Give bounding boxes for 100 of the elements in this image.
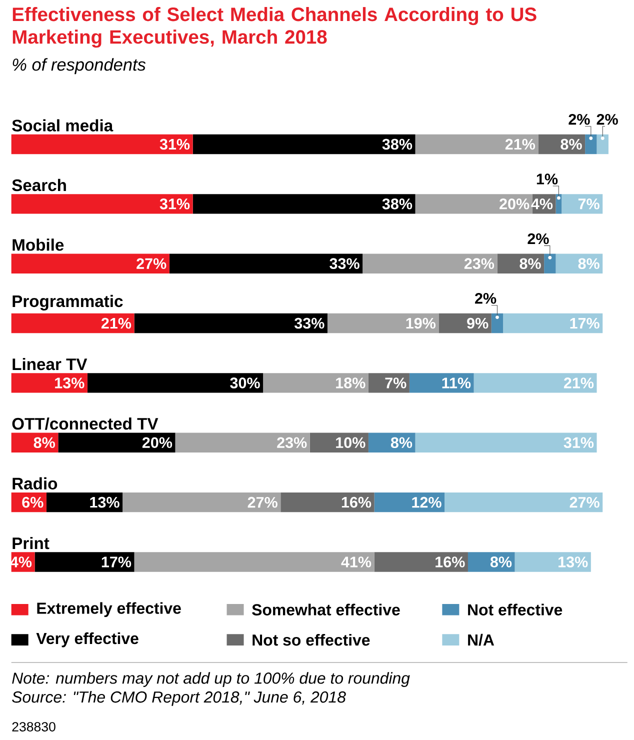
data-label: 10% (336, 437, 366, 448)
y-tick-label: Radio (12, 477, 58, 490)
data-label: 7% (578, 198, 600, 210)
chart-title: Effectiveness of Select Media Channels According to US Marketing Executives, March 2018 (12, 7, 536, 48)
data-label: 8% (520, 258, 541, 270)
data-label: 16% (436, 556, 465, 568)
data-label: 8% (391, 437, 412, 448)
bar (410, 373, 474, 393)
y-tick-label: Search (12, 178, 66, 192)
data-label: 8% (560, 138, 582, 150)
y-tick-label: Programmatic (12, 294, 123, 310)
data-label: 12% (412, 496, 442, 508)
y-tick-label: OTT/connected TV (12, 417, 158, 430)
data-label: 11% (442, 378, 471, 388)
bar (444, 492, 603, 512)
y-tick-label: Mobile (12, 238, 64, 251)
bar (468, 552, 515, 572)
data-label: 27% (248, 496, 278, 508)
data-label: 13% (55, 378, 84, 388)
bar (192, 134, 416, 154)
data-label: 17% (102, 556, 132, 568)
bar (503, 313, 603, 334)
data-label: 21% (564, 378, 594, 388)
data-label: 18% (336, 378, 366, 388)
bar (11, 134, 193, 154)
data-label: 27% (570, 496, 600, 508)
bar (415, 134, 538, 154)
bar (58, 432, 176, 452)
data-label: 2% (475, 292, 496, 304)
data-label: 8% (34, 437, 56, 448)
data-label: 21% (506, 138, 536, 150)
bar (556, 194, 562, 214)
legend-label: Not so effective (252, 634, 370, 646)
bar (596, 134, 609, 154)
y-tick-label: Social media (12, 119, 114, 132)
data-label: 13% (558, 556, 588, 568)
data-label: 19% (406, 318, 436, 329)
bar (134, 552, 374, 572)
text: 238830 (12, 722, 56, 732)
bar (374, 552, 468, 572)
bar (11, 373, 88, 393)
bar (415, 432, 597, 452)
bar (11, 254, 170, 274)
data-label: 8% (578, 258, 600, 270)
legend-label: Not effective (468, 604, 562, 616)
bar (134, 313, 328, 334)
data-label: 38% (382, 198, 412, 210)
data-label: 31% (160, 138, 190, 150)
data-label: 7% (385, 378, 406, 388)
data-label: 30% (230, 378, 260, 388)
y-tick-label: Linear TV (12, 358, 88, 370)
bar (415, 194, 532, 214)
data-label: 9% (467, 318, 488, 329)
bar (328, 313, 439, 334)
bar (491, 313, 504, 334)
bar (169, 254, 363, 274)
y-tick-label: Print (12, 536, 50, 550)
data-label: 23% (277, 437, 307, 448)
source-note: Source: "The CMO Report 2018," June 6, 2018 (12, 691, 346, 706)
data-label: 33% (294, 318, 324, 329)
bar (88, 373, 264, 393)
bar (122, 492, 281, 512)
bar (474, 373, 597, 393)
data-label: 23% (464, 258, 494, 270)
data-label: 41% (341, 556, 372, 568)
data-label: 13% (90, 496, 120, 508)
legend-label: Very effective (36, 632, 138, 648)
data-label: 20% (500, 198, 530, 210)
data-label: 8% (490, 556, 512, 568)
data-label: 6% (22, 496, 44, 508)
data-label: 16% (342, 496, 372, 508)
data-label: 31% (160, 198, 190, 210)
bar (544, 254, 556, 274)
chart-subtitle: % of respondents (12, 58, 146, 74)
bar (263, 373, 369, 393)
data-label: 27% (136, 258, 166, 269)
bar (175, 432, 310, 452)
data-label: 31% (564, 437, 594, 448)
bar (362, 254, 498, 274)
legend-label: Somewhat effective (252, 604, 400, 616)
bar (11, 194, 193, 214)
data-label: 33% (330, 258, 360, 270)
data-label: 21% (102, 318, 132, 329)
bar (585, 134, 597, 154)
legend-label: Extremely effective (37, 602, 181, 618)
bar (46, 492, 123, 512)
data-label: 2% (528, 233, 549, 244)
data-label: 38% (382, 138, 412, 150)
text: Note: numbers may not add up to 100% due to rounding (12, 672, 410, 687)
legend-label: N/A (468, 634, 494, 646)
bar (192, 194, 416, 214)
data-label: 1% (537, 174, 558, 184)
data-label: 2% (596, 114, 618, 125)
data-label: 17% (570, 318, 600, 329)
bar (11, 313, 134, 334)
bar (514, 552, 592, 572)
data-label: 20% (142, 437, 172, 448)
bar (34, 552, 134, 572)
bar (368, 373, 410, 393)
bar (280, 492, 374, 512)
